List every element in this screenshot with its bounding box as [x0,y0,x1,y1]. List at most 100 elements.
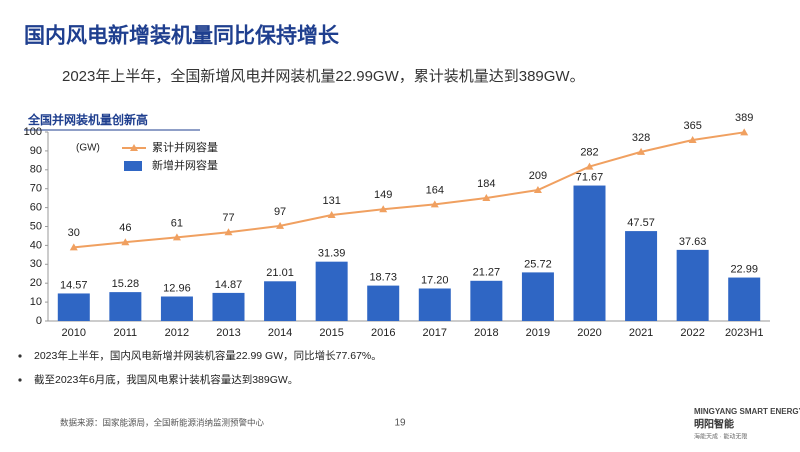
data-label: 131 [322,195,340,207]
bar [728,277,761,321]
brand-cn: 明阳智能 [694,418,734,431]
legend-label: 新增并网容量 [152,158,218,172]
data-label: 30 [68,227,80,239]
point [69,243,78,251]
y-tick-label: 100 [24,126,42,138]
bar [625,231,658,321]
point [688,136,697,144]
data-label: 61 [171,217,183,229]
data-label: 14.57 [60,279,88,291]
legend-swatch [124,161,142,171]
y-tick-label: 10 [30,296,42,308]
data-label: 21.01 [266,267,294,279]
data-label: 47.57 [627,217,655,229]
x-tick-label: 2022 [680,327,704,339]
y-tick-label: 40 [30,239,42,251]
y-tick-label: 60 [30,202,42,214]
data-label: 12.96 [163,282,191,294]
bar [418,288,451,321]
data-label: 21.27 [473,267,501,279]
data-label: 209 [529,170,547,182]
data-label: 97 [274,206,286,218]
unit-label: (GW) [76,143,100,154]
y-tick-label: 80 [30,164,42,176]
x-tick-label: 2018 [474,327,498,339]
x-tick-label: 2019 [526,327,550,339]
x-tick-label: 2013 [216,327,240,339]
data-label: 14.87 [215,279,243,291]
point [482,193,491,201]
data-label: 46 [119,222,131,234]
x-tick-label: 2017 [423,327,447,339]
x-tick-label: 2011 [114,327,138,339]
data-label: 22.99 [730,263,758,275]
page-number: 19 [394,418,406,429]
bar [676,249,709,321]
data-label: 365 [683,120,701,132]
data-label: 71.67 [576,171,604,183]
data-label: 37.63 [679,236,707,248]
line [73,131,745,249]
data-label: 184 [477,178,495,190]
data-label: 31.39 [318,248,346,260]
data-label: 389 [735,112,753,124]
data-label: 25.72 [524,258,552,270]
point [224,228,233,236]
data-label: 18.73 [369,272,397,284]
point [379,205,388,213]
data-label: 328 [632,132,650,144]
bar [521,272,554,321]
bullet: 截至2023年6月底，我国风电累计装机容量达到389GW。 [34,373,298,386]
subtitle: 2023年上半年，全国新增风电并网装机量22.99GW，累计装机量达到389GW… [62,67,585,85]
bar [57,293,90,321]
bar [315,261,348,321]
point [637,147,646,155]
slide-title: 国内风电新增装机量同比保持增长 [24,24,340,48]
point [172,233,181,241]
x-tick-label: 2010 [62,327,86,339]
brand: MINGYANG SMART ENERGY [694,407,800,416]
bullet-dot [18,354,22,358]
point [740,128,749,136]
y-tick-label: 30 [30,258,42,270]
point [121,238,130,246]
y-tick-label: 90 [30,145,42,157]
point [430,200,439,208]
data-label: 164 [426,184,444,196]
x-tick-label: 2014 [268,327,292,339]
source: 数据来源：国家能源局，全国新能源消纳监测预警中心 [60,417,265,427]
x-tick-label: 2012 [165,327,189,339]
x-tick-label: 2023H1 [725,327,764,339]
y-tick-label: 20 [30,277,42,289]
data-label: 15.28 [112,278,140,290]
bar [264,281,297,321]
legend-label: 累计并网容量 [152,140,218,154]
chart-title: 全国并网装机量创新高 [27,112,148,127]
point [276,221,285,229]
data-label: 282 [580,147,598,159]
bullet: 2023年上半年，国内风电新增并网装机容量22.99 GW，同比增长77.67%… [34,349,382,362]
bar [367,285,400,321]
x-tick-label: 2015 [319,327,343,339]
point [533,185,542,193]
x-tick-label: 2020 [577,327,601,339]
bar [212,292,245,321]
x-tick-label: 2021 [629,327,653,339]
legend-marker [130,144,138,151]
x-tick-label: 2016 [371,327,395,339]
y-tick-label: 50 [30,220,42,232]
data-label: 17.20 [421,274,449,286]
bar [470,280,503,321]
bullet-dot [18,378,22,382]
data-label: 149 [374,189,392,201]
data-label: 77 [222,212,234,224]
slogan: 海能天成 · 能动无限 [694,433,747,441]
y-tick-label: 0 [36,315,42,327]
y-tick-label: 70 [30,183,42,195]
bar [160,296,193,321]
bar [573,185,606,321]
point [327,210,336,218]
bar [109,292,142,321]
point [585,162,594,170]
